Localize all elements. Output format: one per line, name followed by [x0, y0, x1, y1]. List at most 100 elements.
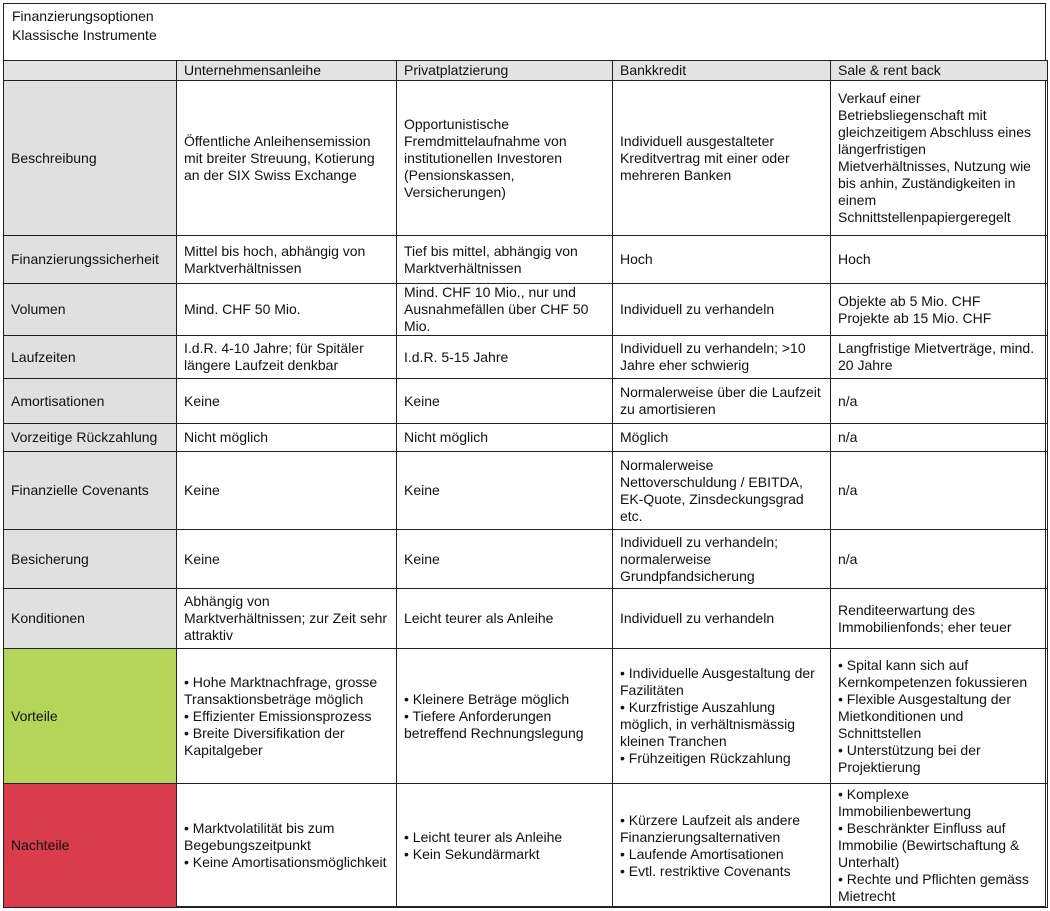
- table-cell: Keine: [176, 378, 397, 424]
- cell-text: Objekte ab 5 Mio. CHF: [838, 292, 981, 309]
- table-cell: Individuell ausgestalteter Kreditvertrag…: [612, 80, 831, 236]
- column-header: Bankkredit: [612, 60, 831, 81]
- table-cell: Nicht möglich: [396, 423, 613, 452]
- cell-text: Keine: [184, 392, 220, 409]
- table-cell: I.d.R. 5-15 Jahre: [396, 335, 613, 379]
- table-row: Beschreibung Öffentliche Anleihensemissio…: [3, 80, 1048, 236]
- cell-text: Projekte ab 15 Mio. CHF: [838, 309, 992, 326]
- bullet-item: • Leicht teurer als Anleihe: [404, 828, 563, 845]
- financing-options-table: Unternehmensanleihe Privatplatzierung Bank…: [3, 60, 1048, 908]
- row-label: Nachteile: [3, 783, 177, 908]
- cell-text: n/a: [838, 482, 858, 498]
- table-cell: n/a: [830, 378, 1048, 424]
- table-cell: Normalerweise über die Laufzeit zu amort…: [612, 378, 831, 424]
- column-header: Privatplatzierung: [396, 60, 613, 81]
- table-cell: Tief bis mittel, abhängig von Marktverhä…: [396, 235, 613, 284]
- table-cell: Keine: [396, 451, 613, 530]
- cell-text: Individuell zu verhandeln: [620, 301, 775, 317]
- table-row: Finanzielle Covenants Keine Keine Normalerw…: [3, 451, 1048, 530]
- table-cell: Mittel bis hoch, abhängig von Marktverhä…: [176, 235, 397, 284]
- table-row: Amortisationen Keine Keine Normalerweise üb…: [3, 378, 1048, 424]
- bullet-item: • Spital kann sich auf Kernkompetenzen f…: [838, 656, 1028, 690]
- row-label: Volumen: [3, 283, 177, 336]
- table-cell: • Hohe Marktnachfrage, grosse Transaktio…: [176, 648, 397, 784]
- document-subtitle: Klassische Instrumente: [12, 27, 157, 43]
- bullet-item: • Keine Amortisationsmöglichkeit: [184, 854, 387, 870]
- cell-text: Individuell zu verhandeln; normalerweise…: [620, 533, 778, 584]
- cell-text: Opportunistische Fremdmittelaufnahme von…: [404, 115, 567, 200]
- cell-text: Individuell zu verhandeln: [620, 610, 775, 626]
- table-cell: Individuell zu verhandeln: [612, 588, 831, 649]
- bullet-item: • Komplexe Immobilienbewertung: [838, 786, 972, 819]
- table-cell: • Spital kann sich auf Kernkompetenzen f…: [830, 648, 1048, 784]
- table-cell: Keine: [396, 529, 613, 589]
- table-cell: • Leicht teurer als Anleihe • Kein Sekund…: [396, 783, 613, 908]
- table-cell: • Komplexe Immobilienbewertung • Beschrän…: [830, 783, 1048, 908]
- table-cell: n/a: [830, 423, 1048, 452]
- document-title: Finanzierungsoptionen: [12, 8, 154, 24]
- cell-text: Abhängig von Marktverhältnissen; zur Zei…: [184, 593, 388, 643]
- table-cell: n/a: [830, 529, 1048, 589]
- table-cell: n/a: [830, 451, 1048, 530]
- table-row: Besicherung Keine Keine Individuell zu verh…: [3, 529, 1048, 589]
- cell-text: Mind. CHF 50 Mio.: [184, 301, 301, 317]
- row-label: Finanzierungssicherheit: [3, 235, 177, 284]
- cell-text: Mittel bis hoch, abhängig von Marktverhä…: [184, 242, 366, 276]
- table-cell: Öffentliche Anleihensemission mit breite…: [176, 80, 397, 236]
- table-row: Volumen Mind. CHF 50 Mio. Mind. CHF 10 Mio…: [3, 283, 1048, 336]
- cell-text: n/a: [838, 550, 858, 567]
- bullet-item: • Rechte und Pflichten gemäss Mietrecht: [838, 871, 1029, 904]
- row-label: Vorteile: [3, 648, 177, 784]
- bullet-item: • Tiefere Anforderungen betreffend Rechn…: [404, 707, 584, 741]
- bullet-item: • Individuelle Ausgestaltung der Fazilit…: [620, 665, 815, 698]
- cell-text: Leicht teurer als Anleihe: [404, 610, 554, 626]
- cell-text: I.d.R. 5-15 Jahre: [404, 348, 509, 365]
- column-header: [3, 60, 177, 81]
- cell-text: Normalerweise Nettoverschuldung / EBITDA…: [620, 456, 804, 524]
- table-cell: • Kleinere Beträge möglich • Tiefere Anfo…: [396, 648, 613, 784]
- table-cell: Möglich: [612, 423, 831, 452]
- row-label: Beschreibung: [3, 80, 177, 236]
- bullet-item: • Kein Sekundärmarkt: [404, 845, 540, 862]
- table-cell: Abhängig von Marktverhältnissen; zur Zei…: [176, 588, 397, 649]
- row-label: Finanzielle Covenants: [3, 451, 177, 530]
- table-cell: • Kürzere Laufzeit als andere Finanzieru…: [612, 783, 831, 908]
- bullet-item: • Frühzeitigen Rückzahlung: [620, 750, 791, 766]
- table-cell: Verkauf einer Betriebsliegenschaft mit g…: [830, 80, 1048, 236]
- row-label: Vorzeitige Rückzahlung: [3, 423, 177, 452]
- cell-text: I.d.R. 4-10 Jahre; für Spitäler längere …: [184, 340, 364, 373]
- column-header: Unternehmensanleihe: [176, 60, 397, 81]
- bullet-item: • Flexible Ausgestaltung der Mietkonditi…: [838, 690, 1012, 741]
- cell-text: Hoch: [620, 251, 653, 267]
- cell-text: Hoch: [838, 251, 871, 267]
- bullet-item: • Kleinere Beträge möglich: [404, 690, 570, 707]
- row-label: Besicherung: [3, 529, 177, 589]
- cell-text: Tief bis mittel, abhängig von Marktverhä…: [404, 242, 578, 276]
- table-cell: Nicht möglich: [176, 423, 397, 452]
- table-cell: Keine: [176, 529, 397, 589]
- bullet-item: • Beschränkter Einfluss auf Immobilie (B…: [838, 820, 1020, 870]
- table-header-row: Unternehmensanleihe Privatplatzierung Bank…: [3, 60, 1048, 81]
- table-cell: Objekte ab 5 Mio. CHF Projekte ab 15 Mio.…: [830, 283, 1048, 336]
- row-label: Konditionen: [3, 588, 177, 649]
- bullet-item: • Breite Diversifikation der Kapitalgebe…: [184, 724, 345, 758]
- table-cell: Leicht teurer als Anleihe: [396, 588, 613, 649]
- cell-text: Keine: [404, 482, 440, 498]
- cell-text: Keine: [404, 392, 440, 409]
- cell-text: Verkauf einer Betriebsliegenschaft mit g…: [838, 90, 1031, 225]
- table-row: Finanzierungssicherheit Mittel bis hoch, …: [3, 235, 1048, 284]
- table-cell: Hoch: [612, 235, 831, 284]
- bullet-item: • Laufende Amortisationen: [620, 845, 784, 862]
- table-row: Konditionen Abhängig von Marktverhältniss…: [3, 588, 1048, 649]
- table-row: Nachteile • Marktvolatilität bis zum Bege…: [3, 783, 1048, 908]
- table-cell: Individuell zu verhandeln; normalerweise…: [612, 529, 831, 589]
- bullet-item: • Unterstützung bei der Projektierung: [838, 741, 981, 775]
- table-row: Laufzeiten I.d.R. 4-10 Jahre; für Spitäle…: [3, 335, 1048, 379]
- table-cell: Mind. CHF 10 Mio., nur und Ausnahmefälle…: [396, 283, 613, 336]
- bullet-item: • Kürzere Laufzeit als andere Finanzieru…: [620, 811, 801, 845]
- table-row: Vorzeitige Rückzahlung Nicht möglich Nicht…: [3, 423, 1048, 452]
- document-heading: Finanzierungsoptionen Klassische Instrum…: [12, 7, 157, 45]
- bullet-item: • Effizienter Emissionsprozess: [184, 707, 372, 724]
- table-cell: Langfristige Mietverträge, mind. 20 Jahr…: [830, 335, 1048, 379]
- bullet-item: • Marktvolatilität bis zum Begebungszeit…: [184, 820, 335, 853]
